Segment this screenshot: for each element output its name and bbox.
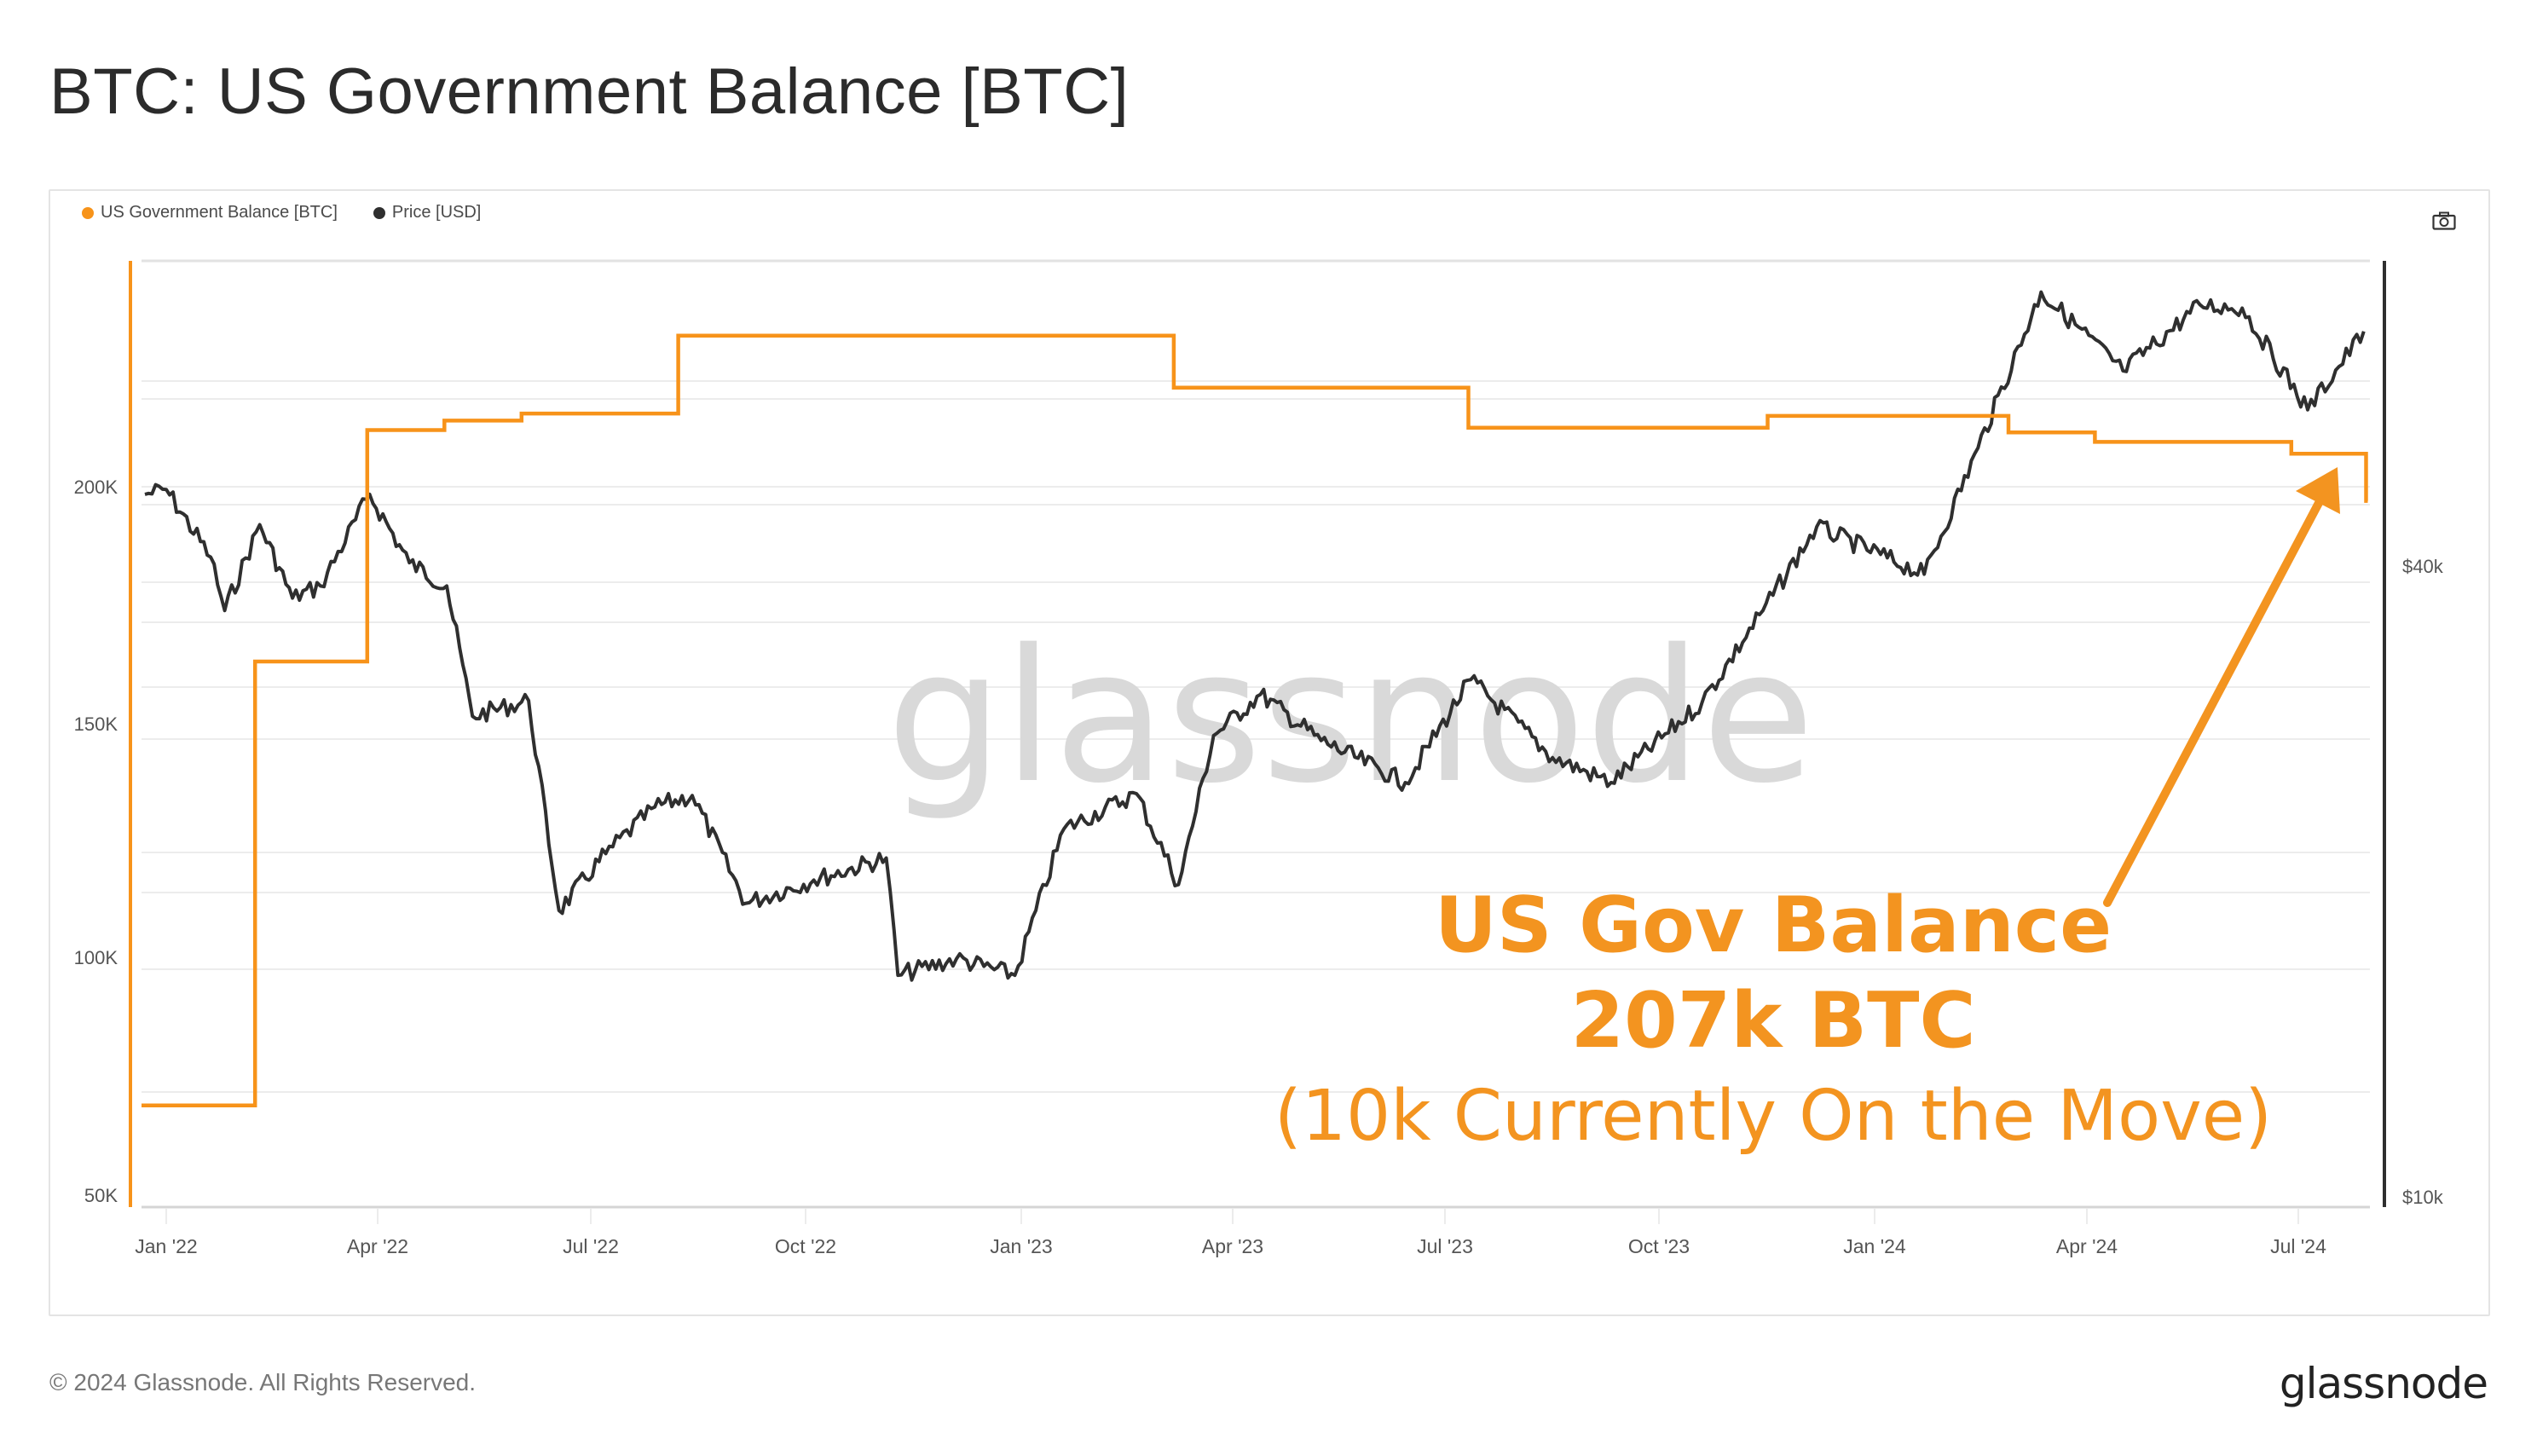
x-tick-label: Apr '24 <box>2056 1235 2118 1257</box>
x-tick-label: Apr '22 <box>347 1235 408 1257</box>
y-tick-label: 200K <box>74 477 118 498</box>
legend-item-price[interactable]: Price [USD] <box>373 203 481 222</box>
x-tick-label: Jul '22 <box>563 1235 619 1257</box>
gridlines <box>142 259 2370 1093</box>
legend-item-balance[interactable]: US Government Balance [BTC] <box>82 203 338 222</box>
y-tick-label: 100K <box>74 947 118 968</box>
price-series-line <box>144 290 2366 982</box>
brand-logo[interactable]: glassnode <box>2279 1359 2488 1408</box>
y-tick-label: 50K <box>84 1185 118 1206</box>
x-tick-label: Oct '22 <box>775 1235 836 1257</box>
legend-label: US Government Balance [BTC] <box>101 203 338 222</box>
annotation-text: US Gov Balance 207k BTC (10k Currently O… <box>1176 878 2370 1164</box>
chart-card <box>49 189 2490 1316</box>
legend-label: Price [USD] <box>391 203 482 222</box>
x-tick-label: Jul '23 <box>1417 1235 1473 1257</box>
x-tick-label: Jan '22 <box>135 1235 197 1257</box>
x-tick-label: Jul '24 <box>2270 1235 2326 1257</box>
annotation-line-1: US Gov Balance <box>1434 881 2112 970</box>
balance-series-line <box>142 333 2368 1107</box>
legend-dot-orange-icon <box>82 206 94 219</box>
watermark: glassnode <box>887 610 1815 823</box>
annotation-line-3: (10k Currently On the Move) <box>1274 1076 2273 1157</box>
chart-legend: US Government Balance [BTC] Price [USD] <box>82 203 481 222</box>
annotation-arrow-icon <box>2103 467 2340 907</box>
x-tick-label: Oct '23 <box>1628 1235 1690 1257</box>
x-tick-label: Jan '23 <box>990 1235 1052 1257</box>
copyright-text: © 2024 Glassnode. All Rights Reserved. <box>49 1369 477 1395</box>
page-title: BTC: US Government Balance [BTC] <box>49 55 1130 128</box>
legend-dot-dark-icon <box>373 206 385 219</box>
y-tick-label: 150K <box>74 714 118 735</box>
annotation-line-2: 207k BTC <box>1570 976 1976 1066</box>
camera-icon[interactable] <box>2432 211 2456 230</box>
y-right-tick-label: $40k <box>2402 556 2444 577</box>
x-tick-label: Apr '23 <box>1202 1235 1263 1257</box>
x-tick-label: Jan '24 <box>1843 1235 1906 1257</box>
y-right-tick-label: $10k <box>2402 1187 2444 1208</box>
x-tick-marks <box>165 1209 2299 1224</box>
